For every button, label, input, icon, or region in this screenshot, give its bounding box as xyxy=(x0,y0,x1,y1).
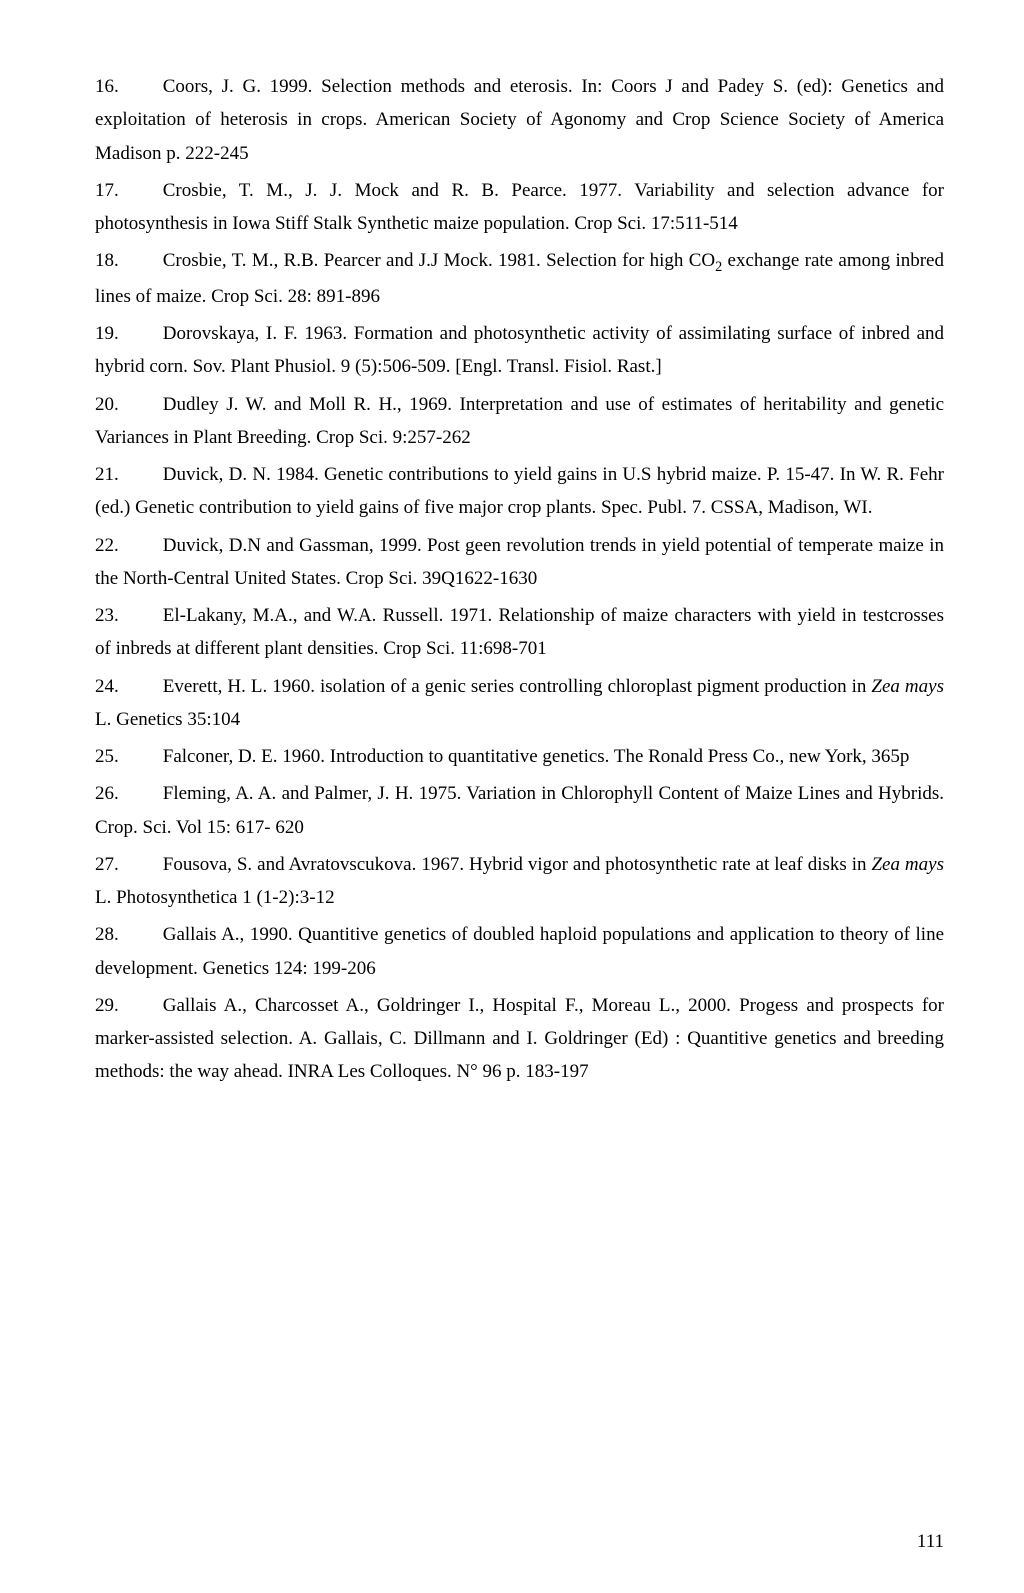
reference-number: 16. xyxy=(95,76,119,97)
reference-text: Dorovskaya, I. F. 1963. Formation and ph… xyxy=(95,323,944,377)
reference-text: Falconer, D. E. 1960. Introduction to qu… xyxy=(163,746,910,767)
reference-item: 17.Crosbie, T. M., J. J. Mock and R. B. … xyxy=(95,174,944,241)
reference-item: 20.Dudley J. W. and Moll R. H., 1969. In… xyxy=(95,388,944,455)
reference-text: Crosbie, T. M., R.B. Pearcer and J.J Moc… xyxy=(95,250,944,307)
reference-text: Dudley J. W. and Moll R. H., 1969. Inter… xyxy=(95,394,944,448)
reference-item: 26.Fleming, A. A. and Palmer, J. H. 1975… xyxy=(95,777,944,844)
references-list: 16.Coors, J. G. 1999. Selection methods … xyxy=(95,70,944,1089)
reference-text: Gallais A., Charcosset A., Goldringer I.… xyxy=(95,995,944,1083)
reference-item: 28.Gallais A., 1990. Quantitive genetics… xyxy=(95,918,944,985)
reference-number: 29. xyxy=(95,995,119,1016)
reference-number: 19. xyxy=(95,323,119,344)
reference-item: 18.Crosbie, T. M., R.B. Pearcer and J.J … xyxy=(95,244,944,313)
reference-number: 20. xyxy=(95,394,119,415)
reference-item: 25. Falconer, D. E. 1960. Introduction to… xyxy=(95,740,944,773)
reference-item: 22.Duvick, D.N and Gassman, 1999. Post g… xyxy=(95,529,944,596)
reference-number: 22. xyxy=(95,535,119,556)
reference-item: 27.Fousova, S. and Avratovscukova. 1967.… xyxy=(95,848,944,915)
reference-number: 26. xyxy=(95,783,119,804)
reference-number: 27. xyxy=(95,854,119,875)
reference-number: 18. xyxy=(95,250,119,271)
reference-item: 19.Dorovskaya, I. F. 1963. Formation and… xyxy=(95,317,944,384)
reference-number: 25. xyxy=(95,746,119,767)
reference-text: Duvick, D. N. 1984. Genetic contribution… xyxy=(95,464,944,518)
reference-item: 16.Coors, J. G. 1999. Selection methods … xyxy=(95,70,944,170)
reference-number: 21. xyxy=(95,464,119,485)
reference-text: Fleming, A. A. and Palmer, J. H. 1975. V… xyxy=(95,783,944,837)
reference-item: 23.El-Lakany, M.A., and W.A. Russell. 19… xyxy=(95,599,944,666)
reference-text: Fousova, S. and Avratovscukova. 1967. Hy… xyxy=(95,854,944,908)
reference-text: El-Lakany, M.A., and W.A. Russell. 1971.… xyxy=(95,605,944,659)
reference-number: 28. xyxy=(95,924,119,945)
reference-item: 24.Everett, H. L. 1960. isolation of a g… xyxy=(95,670,944,737)
reference-item: 29.Gallais A., Charcosset A., Goldringer… xyxy=(95,989,944,1089)
reference-item: 21.Duvick, D. N. 1984. Genetic contribut… xyxy=(95,458,944,525)
reference-number: 23. xyxy=(95,605,119,626)
reference-number: 17. xyxy=(95,180,119,201)
page: 16.Coors, J. G. 1999. Selection methods … xyxy=(0,0,1024,1593)
reference-text: Everett, H. L. 1960. isolation of a geni… xyxy=(95,676,944,730)
reference-text: Duvick, D.N and Gassman, 1999. Post geen… xyxy=(95,535,944,589)
page-number: 111 xyxy=(917,1531,944,1553)
reference-text: Gallais A., 1990. Quantitive genetics of… xyxy=(95,924,944,978)
reference-text: Coors, J. G. 1999. Selection methods and… xyxy=(95,76,944,164)
reference-text: Crosbie, T. M., J. J. Mock and R. B. Pea… xyxy=(95,180,944,234)
reference-number: 24. xyxy=(95,676,119,697)
